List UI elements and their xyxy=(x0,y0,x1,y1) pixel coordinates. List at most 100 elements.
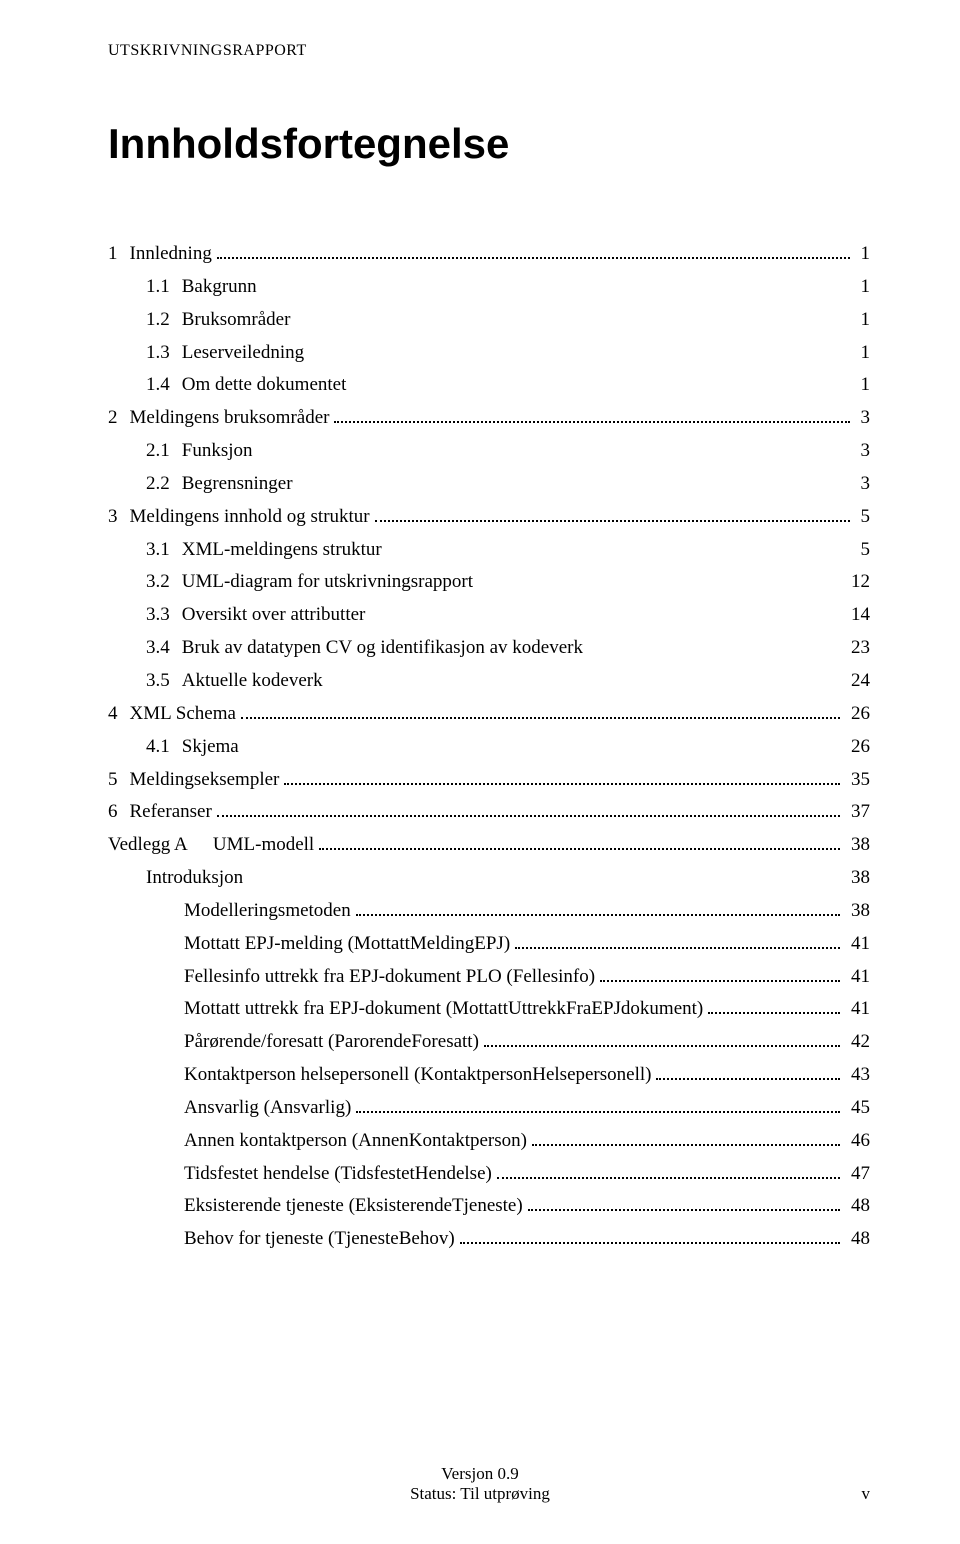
toc-entry: Pårørende/foresatt (ParorendeForesatt) 42 xyxy=(184,1031,870,1053)
toc-leader-dots xyxy=(284,773,840,784)
toc-entry-page: 14 xyxy=(851,604,870,626)
table-of-contents: 1Innledning11.1Bakgrunn11.2Bruksområder1… xyxy=(108,243,870,1250)
toc-entry-label: Bruksområder xyxy=(182,309,291,331)
footer-page-number: v xyxy=(862,1484,871,1504)
toc-entry-label: Introduksjon xyxy=(146,867,243,889)
toc-entry-label: Ansvarlig (Ansvarlig) xyxy=(184,1097,351,1119)
toc-entry-label: Leserveiledning xyxy=(182,342,304,364)
toc-entry: Fellesinfo uttrekk fra EPJ-dokument PLO … xyxy=(184,966,870,988)
toc-entry: Modelleringsmetoden38 xyxy=(184,900,870,922)
toc-entry: 4 XML Schema 26 xyxy=(108,703,870,725)
toc-leader-dots xyxy=(356,904,840,915)
toc-leader-dots xyxy=(600,970,840,981)
toc-entry-page: 24 xyxy=(851,670,870,692)
toc-entry-page: 42 xyxy=(851,1031,870,1053)
toc-entry-page: 43 xyxy=(851,1064,870,1086)
toc-entry-number: 3.3 xyxy=(146,604,170,626)
toc-leader-dots xyxy=(484,1036,840,1047)
page-footer: Versjon 0.9 Status: Til utprøving v xyxy=(0,1464,960,1504)
toc-leader-dots xyxy=(460,1233,840,1244)
toc-entry-number: 1.2 xyxy=(146,309,170,331)
toc-entry-label: Bakgrunn xyxy=(182,276,257,298)
toc-entry-page: 41 xyxy=(851,998,870,1020)
toc-entry-label: Meldingens innhold og struktur xyxy=(130,506,370,528)
toc-entry: Kontaktperson helsepersonell (Kontaktper… xyxy=(184,1064,870,1086)
toc-entry-label: Meldingseksempler xyxy=(130,769,280,791)
toc-entry-label: Begrensninger xyxy=(182,473,293,495)
toc-entry-number: 4 xyxy=(108,703,118,725)
toc-entry: 1.3Leserveiledning1 xyxy=(146,342,870,364)
toc-entry-page: 1 xyxy=(861,243,871,265)
toc-entry-label: Pårørende/foresatt (ParorendeForesatt) xyxy=(184,1031,479,1053)
toc-entry-label: XML-meldingens struktur xyxy=(182,539,382,561)
toc-entry-page: 38 xyxy=(851,867,870,889)
running-header: UTSKRIVNINGSRAPPORT xyxy=(108,42,870,60)
toc-entry: 3.4Bruk av datatypen CV og identifikasjo… xyxy=(146,637,870,659)
toc-leader-dots xyxy=(656,1069,840,1080)
toc-entry: 3.2 UML-diagram for utskrivningsrapport 12 xyxy=(146,571,870,593)
toc-entry-label: Eksisterende tjeneste (EksisterendeTjene… xyxy=(184,1195,523,1217)
toc-entry-number: 2.2 xyxy=(146,473,170,495)
toc-entry-page: 41 xyxy=(851,933,870,955)
toc-entry-number: Vedlegg A xyxy=(108,834,201,856)
toc-entry-label: Behov for tjeneste (TjenesteBehov) xyxy=(184,1228,455,1250)
toc-leader-dots xyxy=(334,412,849,423)
toc-entry-label: Fellesinfo uttrekk fra EPJ-dokument PLO … xyxy=(184,966,595,988)
toc-entry-label: Modelleringsmetoden xyxy=(184,900,351,922)
toc-entry: 1.2 Bruksområder 1 xyxy=(146,309,870,331)
toc-entry-label: UML-diagram for utskrivningsrapport xyxy=(182,571,473,593)
toc-entry: Vedlegg A UML-modell38 xyxy=(108,834,870,856)
toc-entry: 3.3 Oversikt over attributter 14 xyxy=(146,604,870,626)
toc-entry: 3Meldingens innhold og struktur5 xyxy=(108,506,870,528)
toc-entry-label: Oversikt over attributter xyxy=(182,604,366,626)
toc-entry-number: 1 xyxy=(108,243,118,265)
toc-entry-number: 3.1 xyxy=(146,539,170,561)
toc-entry-page: 12 xyxy=(851,571,870,593)
toc-entry-label: Aktuelle kodeverk xyxy=(182,670,323,692)
toc-entry-page: 26 xyxy=(851,703,870,725)
toc-entry: Eksisterende tjeneste (EksisterendeTjene… xyxy=(184,1195,870,1217)
footer-status: Status: Til utprøving xyxy=(0,1484,960,1504)
toc-entry-number: 1.3 xyxy=(146,342,170,364)
page-title: Innholdsfortegnelse xyxy=(108,120,870,168)
toc-entry: 1.1Bakgrunn1 xyxy=(146,276,870,298)
toc-entry-number: 3 xyxy=(108,506,118,528)
toc-entry: 1.4Om dette dokumentet1 xyxy=(146,374,870,396)
toc-entry-page: 47 xyxy=(851,1163,870,1185)
toc-entry-page: 46 xyxy=(851,1130,870,1152)
toc-entry-number: 3.2 xyxy=(146,571,170,593)
toc-entry-number: 4.1 xyxy=(146,736,170,758)
toc-entry: 2.2Begrensninger3 xyxy=(146,473,870,495)
toc-entry-page: 3 xyxy=(861,440,871,462)
toc-entry-label: Referanser xyxy=(130,801,212,823)
footer-version: Versjon 0.9 xyxy=(0,1464,960,1484)
toc-entry-label: Meldingens bruksområder xyxy=(130,407,330,429)
toc-entry-page: 41 xyxy=(851,966,870,988)
toc-entry: Ansvarlig (Ansvarlig) 45 xyxy=(184,1097,870,1119)
toc-leader-dots xyxy=(375,510,850,521)
toc-entry-label: XML Schema xyxy=(130,703,236,725)
toc-entry: 3.1 XML-meldingens struktur 5 xyxy=(146,539,870,561)
toc-leader-dots xyxy=(241,707,840,718)
toc-entry-page: 37 xyxy=(851,801,870,823)
toc-entry-label: Tidsfestet hendelse (TidsfestetHendelse) xyxy=(184,1163,492,1185)
toc-entry-page: 1 xyxy=(861,309,871,331)
toc-leader-dots xyxy=(708,1003,840,1014)
toc-leader-dots xyxy=(528,1200,840,1211)
toc-entry: 3.5 Aktuelle kodeverk 24 xyxy=(146,670,870,692)
toc-entry-label: Om dette dokumentet xyxy=(182,374,347,396)
toc-entry-number: 2.1 xyxy=(146,440,170,462)
toc-entry-number: 1.1 xyxy=(146,276,170,298)
toc-entry-page: 5 xyxy=(861,539,871,561)
toc-leader-dots xyxy=(515,937,840,948)
toc-entry-number: 3.4 xyxy=(146,637,170,659)
toc-entry-label: Mottatt uttrekk fra EPJ-dokument (Mottat… xyxy=(184,998,703,1020)
toc-entry-page: 26 xyxy=(851,736,870,758)
toc-entry: Behov for tjeneste (TjenesteBehov)48 xyxy=(184,1228,870,1250)
toc-entry: 6Referanser37 xyxy=(108,801,870,823)
toc-entry: 2Meldingens bruksområder3 xyxy=(108,407,870,429)
toc-entry: Mottatt uttrekk fra EPJ-dokument (Mottat… xyxy=(184,998,870,1020)
toc-entry: 1Innledning1 xyxy=(108,243,870,265)
toc-entry-number: 3.5 xyxy=(146,670,170,692)
toc-entry-page: 45 xyxy=(851,1097,870,1119)
